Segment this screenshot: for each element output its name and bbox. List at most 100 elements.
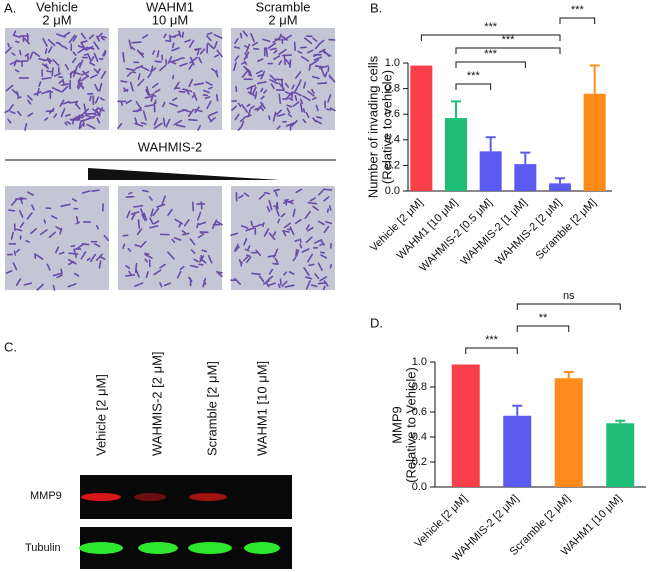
cell — [134, 282, 144, 287]
bar — [554, 378, 583, 487]
cell — [302, 95, 311, 102]
cell — [94, 113, 101, 116]
cell — [295, 249, 300, 257]
cell — [284, 82, 290, 88]
y-tick-label: 0.2 — [385, 159, 400, 171]
column-name: Scramble — [256, 0, 311, 14]
cell — [191, 94, 196, 99]
cell — [45, 63, 49, 69]
cell — [253, 47, 260, 51]
cell — [309, 197, 316, 202]
cell — [207, 115, 212, 122]
cell — [33, 51, 40, 58]
cell — [313, 56, 322, 61]
cell — [15, 40, 20, 43]
y-tick-label: 0.0 — [385, 185, 400, 197]
cell — [173, 119, 183, 126]
cell — [283, 271, 287, 276]
cell — [18, 209, 24, 218]
significance-bracket — [465, 347, 518, 354]
cell — [171, 238, 176, 243]
cell — [172, 33, 181, 38]
cell — [144, 104, 154, 108]
cell — [149, 225, 159, 229]
cell — [240, 261, 243, 267]
cell — [15, 248, 21, 253]
cell — [46, 70, 52, 73]
cell — [285, 122, 295, 127]
cell — [51, 67, 54, 77]
cell — [269, 47, 277, 51]
cell — [16, 91, 20, 99]
cell — [315, 104, 319, 112]
cell — [13, 223, 16, 232]
significance-bracket — [420, 34, 561, 41]
cell — [241, 61, 246, 65]
cell — [161, 101, 166, 108]
cell — [11, 89, 19, 95]
cell — [320, 239, 325, 246]
cell — [94, 83, 99, 92]
cell — [92, 108, 99, 114]
cell — [175, 124, 186, 128]
cell — [86, 257, 91, 262]
cell — [297, 79, 302, 87]
cell — [81, 108, 90, 116]
cell — [308, 263, 315, 267]
cell — [75, 215, 79, 223]
cell — [52, 272, 63, 277]
cell — [31, 204, 35, 211]
cell — [87, 53, 92, 62]
lane-label: WAHMIS-2 [2 μM] — [149, 351, 164, 456]
cell — [72, 67, 78, 78]
micrograph — [231, 186, 335, 290]
cell — [125, 99, 132, 105]
cell — [93, 41, 100, 50]
cell — [295, 188, 303, 194]
cell — [131, 213, 136, 221]
cell — [146, 86, 150, 95]
cell — [255, 249, 262, 257]
cell — [24, 123, 28, 131]
cell — [27, 94, 33, 101]
cell — [75, 243, 85, 250]
cell — [238, 194, 244, 199]
cell — [13, 59, 18, 67]
cell — [126, 71, 132, 77]
cell — [188, 79, 194, 88]
cell — [13, 250, 17, 256]
cell — [328, 205, 332, 211]
cell — [80, 75, 89, 82]
cell — [325, 220, 333, 225]
cell — [71, 198, 78, 202]
cell — [234, 37, 239, 45]
cell — [243, 237, 248, 246]
cell — [202, 89, 211, 94]
cell — [144, 252, 150, 256]
cell — [319, 276, 328, 282]
cell — [140, 122, 147, 125]
cell — [266, 275, 274, 282]
cell — [201, 249, 208, 253]
cell — [73, 272, 80, 277]
cell — [128, 191, 133, 195]
cell — [318, 65, 330, 69]
error-bar — [589, 64, 600, 94]
cell — [262, 38, 271, 42]
cell — [312, 96, 317, 101]
cell — [244, 52, 249, 59]
cell — [123, 87, 129, 93]
cell — [149, 217, 154, 225]
cell — [77, 82, 83, 90]
cell — [287, 199, 294, 203]
cell — [26, 191, 34, 196]
cell — [152, 82, 159, 89]
y-tick-label: 0.6 — [412, 406, 427, 418]
cell — [137, 219, 141, 229]
cell — [196, 211, 202, 221]
cell — [93, 68, 100, 74]
column-name: WAHM1 — [146, 0, 194, 14]
cell — [320, 68, 326, 77]
cell — [134, 122, 144, 127]
cell — [303, 37, 313, 45]
